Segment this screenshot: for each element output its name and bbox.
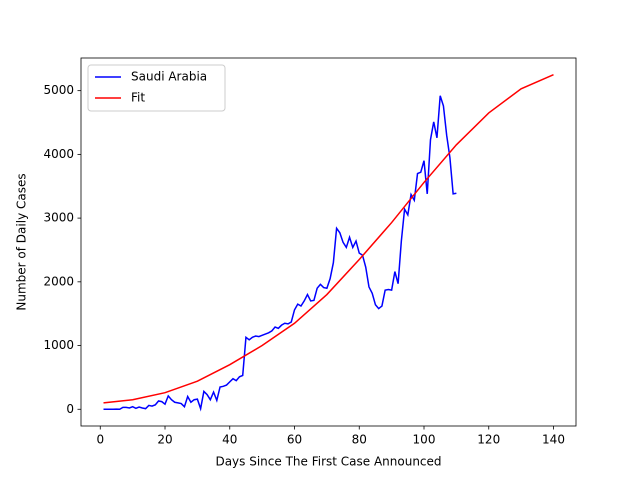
y-tick-label: 5000 — [43, 83, 74, 97]
x-tick-label: 20 — [157, 433, 172, 447]
x-tick-label: 80 — [352, 433, 367, 447]
axes-frame — [80, 57, 577, 427]
plot-area — [103, 74, 554, 412]
x-tick-label: 0 — [96, 433, 104, 447]
x-axis-label: Days Since The First Case Announced — [215, 455, 441, 469]
legend-box — [87, 64, 226, 112]
legend-label: Saudi Arabia — [131, 70, 207, 84]
y-tick-label: 0 — [66, 402, 74, 416]
x-tick-label: 40 — [222, 433, 237, 447]
x-tick-label: 60 — [287, 433, 302, 447]
data-line — [103, 95, 457, 412]
y-tick-label: 1000 — [43, 338, 74, 352]
y-tick-label: 4000 — [43, 147, 74, 161]
data-line — [103, 74, 554, 404]
x-tick-label: 100 — [413, 433, 436, 447]
y-tick-label: 2000 — [43, 274, 74, 288]
y-axis-label: Number of Daily Cases — [15, 173, 29, 310]
x-tick-label: 140 — [542, 433, 565, 447]
x-tick-label: 120 — [477, 433, 500, 447]
y-tick-label: 3000 — [43, 211, 74, 225]
legend-label: Fit — [131, 91, 145, 105]
